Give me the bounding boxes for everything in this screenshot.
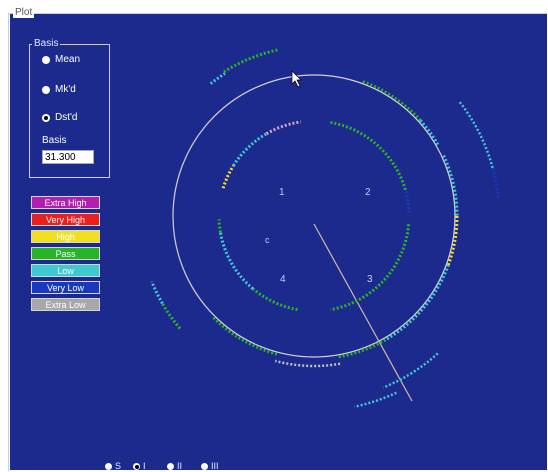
arc-pass	[251, 287, 298, 312]
radio-icon	[167, 462, 174, 470]
radio-icon	[201, 462, 208, 470]
basis-option-mean-label: Mean	[55, 54, 81, 65]
quadrant-label: 1	[279, 187, 285, 198]
radio-selected-icon	[133, 462, 140, 470]
arc-low	[218, 232, 254, 290]
arc-outer-low	[150, 280, 164, 305]
arc-outer-high	[446, 215, 459, 266]
view-option-iii[interactable]: III	[201, 461, 219, 471]
arc-outer-low	[419, 119, 440, 146]
arc-outer-low	[354, 391, 397, 408]
view-option-ii-label: II	[177, 461, 183, 471]
radio-icon	[42, 85, 50, 94]
arc-outer-pass	[211, 316, 278, 356]
basis-option-mkd[interactable]: Mk'd	[42, 84, 76, 95]
arc-outer-pass	[362, 80, 422, 122]
basis-value-label: Basis	[42, 135, 67, 146]
basis-group-label: Basis	[32, 38, 61, 49]
basis-option-mean[interactable]: Mean	[42, 54, 80, 65]
reference-circle	[172, 74, 456, 358]
arc-outer-low	[382, 371, 413, 389]
view-option-iii-label: III	[211, 461, 219, 471]
arc-outer-low	[458, 101, 494, 169]
arc-outer-low	[411, 352, 439, 374]
view-option-s-label: S	[115, 461, 122, 471]
radio-icon	[105, 462, 112, 470]
legend-item: High	[31, 230, 100, 243]
basis-option-dstd[interactable]: Dst'd	[42, 112, 77, 123]
basis-option-dstd-label: Dst'd	[55, 112, 78, 123]
view-option-s[interactable]: S	[105, 461, 121, 471]
arc-low	[232, 132, 268, 167]
legend-item: Very Low	[31, 281, 100, 294]
plot-frame-label: Plot	[13, 7, 35, 18]
legend-item: Extra High	[31, 196, 100, 209]
quadrant-label: 2	[365, 187, 371, 198]
plot-frame-left	[8, 13, 9, 471]
legend-item: Low	[31, 264, 100, 277]
arc-outer-pass	[223, 48, 279, 74]
radio-icon	[42, 55, 50, 64]
arc-pass	[330, 224, 411, 312]
arc-outer-low	[384, 264, 450, 342]
arc-pass	[330, 120, 408, 192]
quadrant-label: 4	[280, 274, 286, 285]
arc-outer-pass	[161, 302, 182, 330]
arc-high	[221, 164, 235, 189]
basis-group	[29, 44, 110, 178]
legend-item: Pass	[31, 247, 100, 260]
cursor-icon	[291, 70, 302, 88]
arc-outer-extra-low	[274, 359, 341, 368]
arc-outer-pass	[338, 338, 387, 359]
plot-frame-top	[8, 13, 547, 14]
radio-selected-icon	[42, 113, 50, 122]
basis-option-mkd-label: Mk'd	[55, 84, 76, 95]
center-marker: c	[265, 235, 270, 245]
arc-very-low	[404, 191, 411, 213]
legend-item: Extra Low	[31, 298, 100, 311]
arc-outer-very-low	[491, 167, 500, 200]
arc-outer-low	[442, 154, 459, 217]
pointer-line	[313, 223, 413, 402]
plot-area: 1 2 3 4 c Basis Mean Mk'd Dst'd Basis 31.300…	[10, 14, 547, 471]
radar-plot: 1 2 3 4 c	[150, 48, 500, 408]
basis-value-input[interactable]: 31.300	[42, 150, 94, 164]
view-option-i[interactable]: I	[133, 461, 146, 471]
arc-outer-low	[209, 72, 226, 85]
arc-pass	[217, 219, 222, 233]
view-option-i-label: I	[143, 461, 146, 471]
quadrant-label: 3	[367, 274, 373, 285]
arc-very-high	[265, 120, 302, 136]
legend-item: Very High	[31, 213, 100, 226]
view-option-ii[interactable]: II	[167, 461, 182, 471]
